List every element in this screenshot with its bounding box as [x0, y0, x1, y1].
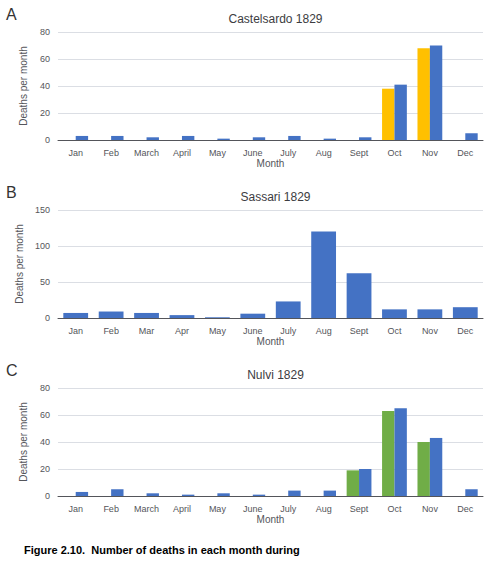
svg-text:June: June: [243, 148, 263, 158]
svg-text:60: 60: [40, 410, 50, 420]
svg-text:Jan: Jan: [68, 326, 83, 336]
svg-text:May: May: [209, 504, 227, 514]
svg-text:Aug: Aug: [316, 326, 332, 336]
svg-text:April: April: [173, 504, 191, 514]
svg-text:May: May: [209, 148, 227, 158]
svg-text:Castelsardo 1829: Castelsardo 1829: [228, 12, 322, 26]
svg-text:Feb: Feb: [103, 504, 119, 514]
svg-text:July: July: [280, 504, 297, 514]
svg-text:Aug: Aug: [316, 504, 332, 514]
svg-text:50: 50: [40, 277, 50, 287]
svg-text:0: 0: [45, 313, 50, 323]
svg-text:May: May: [209, 326, 227, 336]
svg-text:40: 40: [40, 437, 50, 447]
svg-text:Month: Month: [257, 514, 285, 525]
svg-text:Dec: Dec: [457, 148, 474, 158]
svg-text:80: 80: [40, 383, 50, 393]
svg-text:April: April: [173, 148, 191, 158]
svg-text:Oct: Oct: [387, 504, 402, 514]
svg-text:Nov: Nov: [422, 504, 439, 514]
svg-text:0: 0: [45, 491, 50, 501]
svg-text:C: C: [6, 362, 18, 379]
svg-text:150: 150: [35, 205, 50, 215]
svg-text:Jan: Jan: [68, 148, 83, 158]
svg-text:Sept: Sept: [350, 504, 369, 514]
svg-text:Nov: Nov: [422, 148, 439, 158]
svg-text:Dec: Dec: [457, 326, 474, 336]
svg-text:0: 0: [45, 135, 50, 145]
svg-text:Oct: Oct: [387, 148, 402, 158]
svg-text:Jan: Jan: [68, 504, 83, 514]
svg-text:80: 80: [40, 27, 50, 37]
svg-text:20: 20: [40, 464, 50, 474]
svg-text:Deaths per month: Deaths per month: [14, 224, 25, 304]
svg-text:June: June: [243, 326, 263, 336]
svg-text:Feb: Feb: [103, 326, 119, 336]
svg-text:Dec: Dec: [457, 504, 474, 514]
svg-text:Month: Month: [257, 336, 285, 347]
svg-text:Oct: Oct: [387, 326, 402, 336]
svg-text:Nulvi 1829: Nulvi 1829: [247, 368, 304, 382]
svg-text:Deaths per month: Deaths per month: [18, 46, 29, 126]
svg-text:B: B: [6, 184, 17, 201]
svg-text:Sept: Sept: [350, 148, 369, 158]
svg-text:100: 100: [35, 241, 50, 251]
svg-text:A: A: [6, 6, 17, 23]
svg-text:June: June: [243, 504, 263, 514]
svg-text:July: July: [280, 326, 297, 336]
svg-text:Month: Month: [257, 158, 285, 169]
svg-text:Apr: Apr: [175, 326, 189, 336]
svg-text:Figure 2.10. Number of deaths: Figure 2.10. Number of deaths in each mo…: [24, 544, 300, 556]
svg-text:July: July: [280, 148, 297, 158]
svg-text:Nov: Nov: [422, 326, 439, 336]
svg-text:Aug: Aug: [316, 148, 332, 158]
svg-text:March: March: [134, 504, 159, 514]
svg-text:Feb: Feb: [103, 148, 119, 158]
svg-text:60: 60: [40, 54, 50, 64]
svg-text:Mar: Mar: [139, 326, 155, 336]
svg-text:40: 40: [40, 81, 50, 91]
svg-text:Deaths per month: Deaths per month: [18, 402, 29, 482]
svg-text:20: 20: [40, 108, 50, 118]
svg-text:Sept: Sept: [350, 326, 369, 336]
svg-text:March: March: [134, 148, 159, 158]
svg-text:Sassari 1829: Sassari 1829: [240, 190, 310, 204]
